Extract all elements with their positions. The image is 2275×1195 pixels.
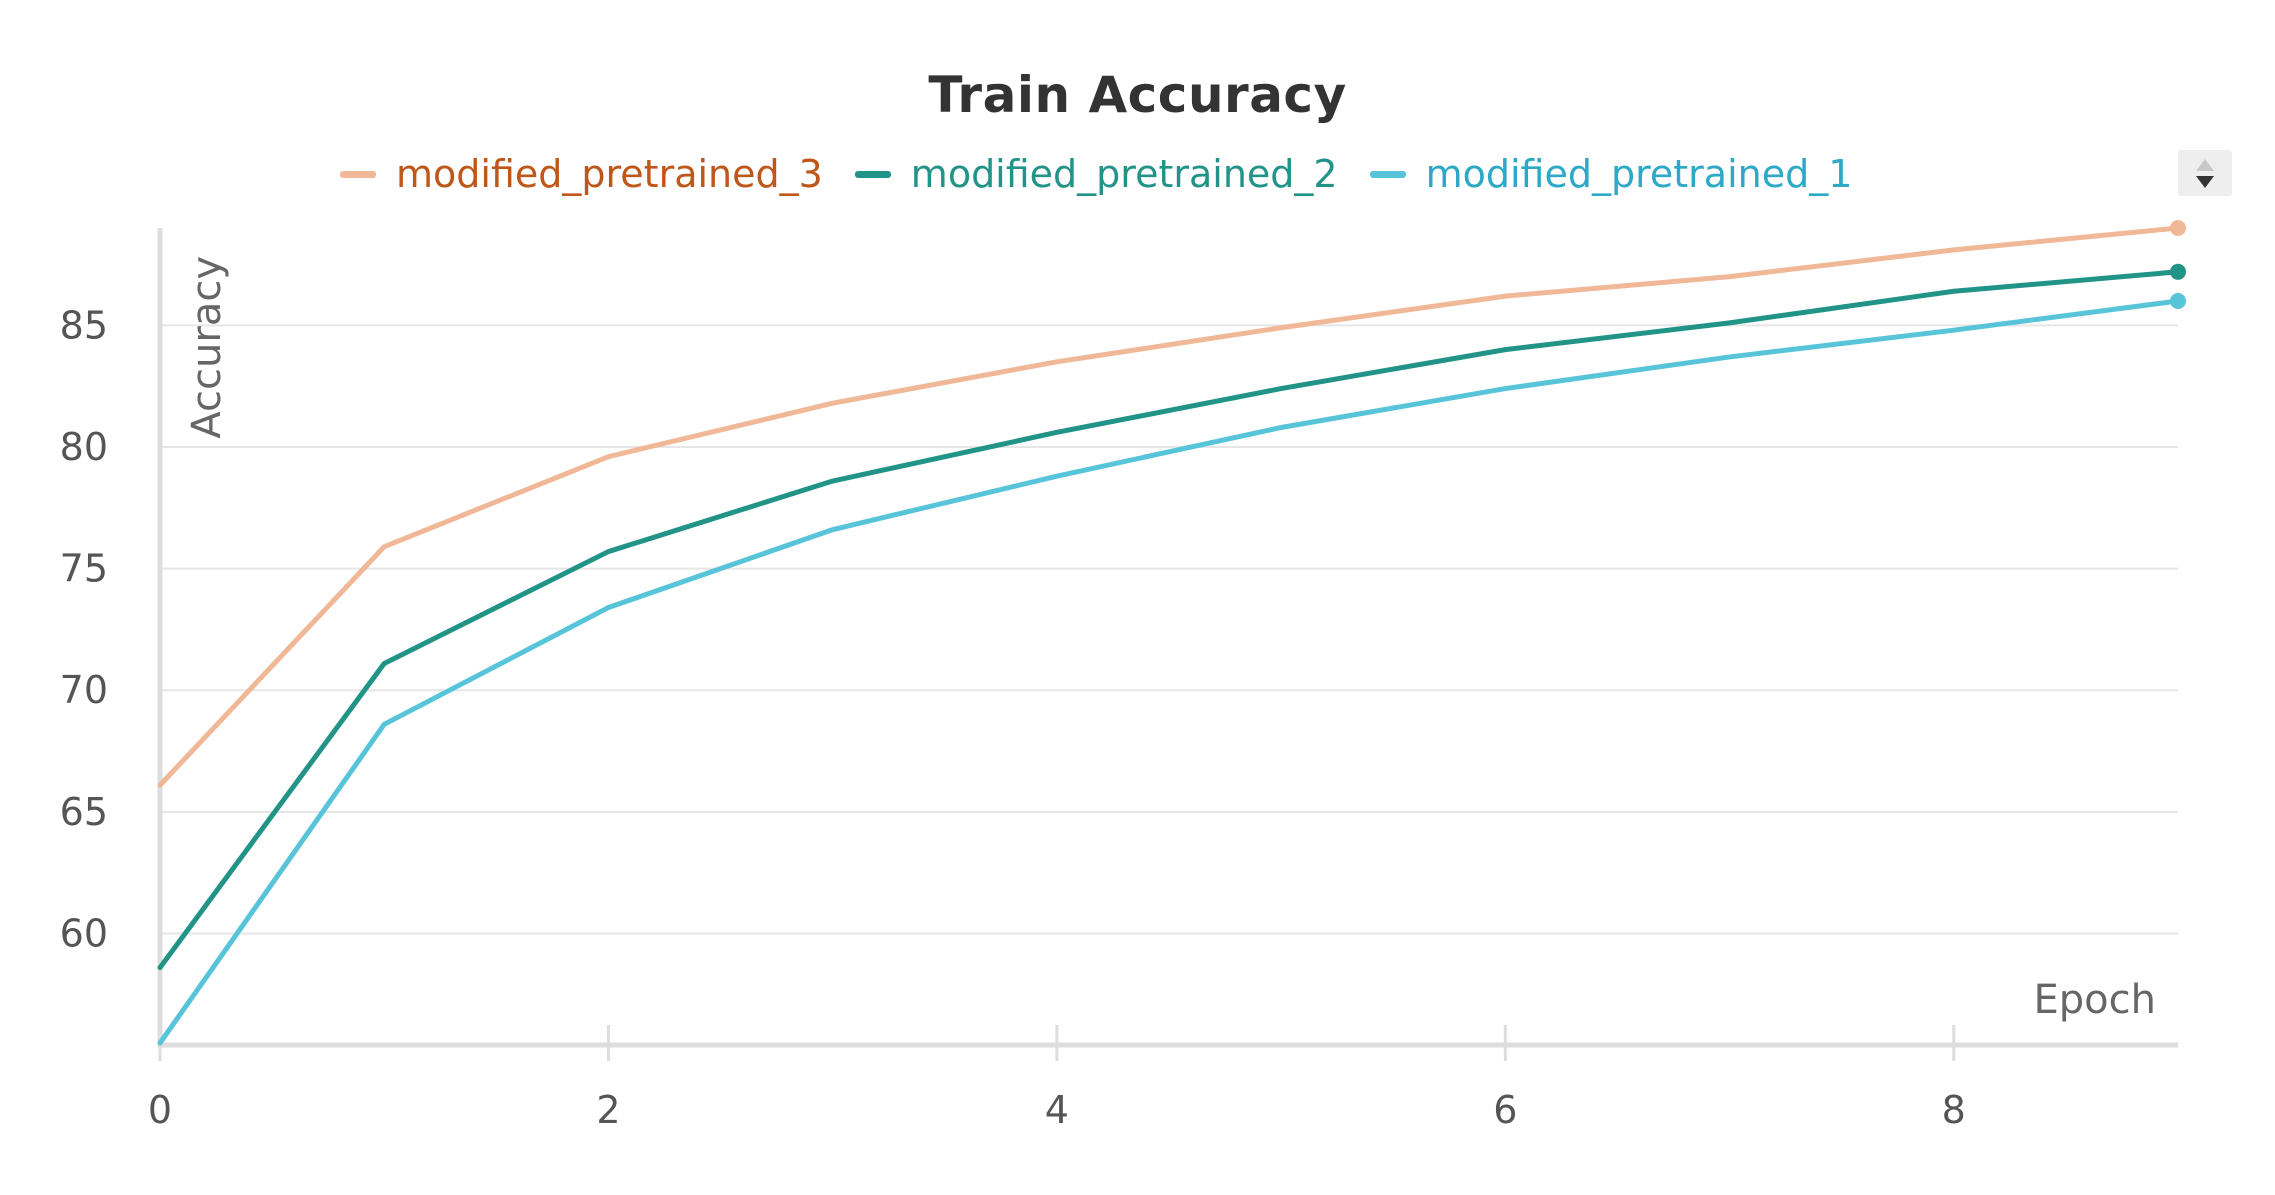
y-tick-label: 70 (60, 668, 108, 712)
legend-item-series-2[interactable]: modified_pretrained_1 (1369, 152, 1853, 196)
series-line-0 (157, 225, 2181, 788)
series-lines (157, 220, 2186, 1046)
tick-labels: 60 65 70 75 80 85 0 2 4 6 8 Epoch Accuracy (60, 256, 2156, 1132)
updown-arrows-icon[interactable] (2178, 150, 2232, 196)
y-tick-label: 75 (60, 547, 108, 591)
y-axis-title: Accuracy (184, 256, 230, 439)
chart-title: Train Accuracy (928, 66, 1347, 124)
chart-legend: modified_pretrained_3 modified_pretraine… (340, 148, 1884, 200)
series-endpoint-2 (2170, 292, 2186, 309)
series-line-2 (157, 298, 2181, 1046)
axes (157, 228, 2178, 1061)
y-tick-label: 85 (60, 303, 108, 347)
legend-swatch (854, 170, 891, 178)
legend-item-series-1[interactable]: modified_pretrained_2 (854, 152, 1338, 196)
x-tick-label: 2 (596, 1088, 620, 1132)
legend-label: modified_pretrained_2 (910, 152, 1338, 196)
y-tick-label: 80 (60, 425, 108, 469)
series-endpoint-1 (2170, 263, 2186, 280)
y-tick-label: 60 (60, 912, 108, 956)
x-tick-label: 0 (148, 1088, 172, 1132)
series-endpoint-0 (2170, 220, 2186, 236)
legend-label: modified_pretrained_1 (1425, 152, 1853, 196)
chevron-down-icon (2196, 175, 2214, 188)
x-axis-title: Epoch (2034, 977, 2156, 1023)
x-tick-label: 8 (1942, 1088, 1966, 1132)
legend-label: modified_pretrained_3 (396, 152, 823, 196)
chevron-up-icon (2196, 158, 2214, 171)
legend-item-series-0[interactable]: modified_pretrained_3 (340, 152, 823, 196)
legend-swatch (1369, 170, 1406, 178)
legend-swatch (340, 170, 376, 178)
y-tick-label: 65 (60, 790, 108, 834)
x-tick-label: 4 (1045, 1088, 1069, 1132)
series-line-1 (157, 269, 2181, 971)
grid-lines (160, 324, 2178, 935)
x-tick-label: 6 (1493, 1088, 1517, 1132)
